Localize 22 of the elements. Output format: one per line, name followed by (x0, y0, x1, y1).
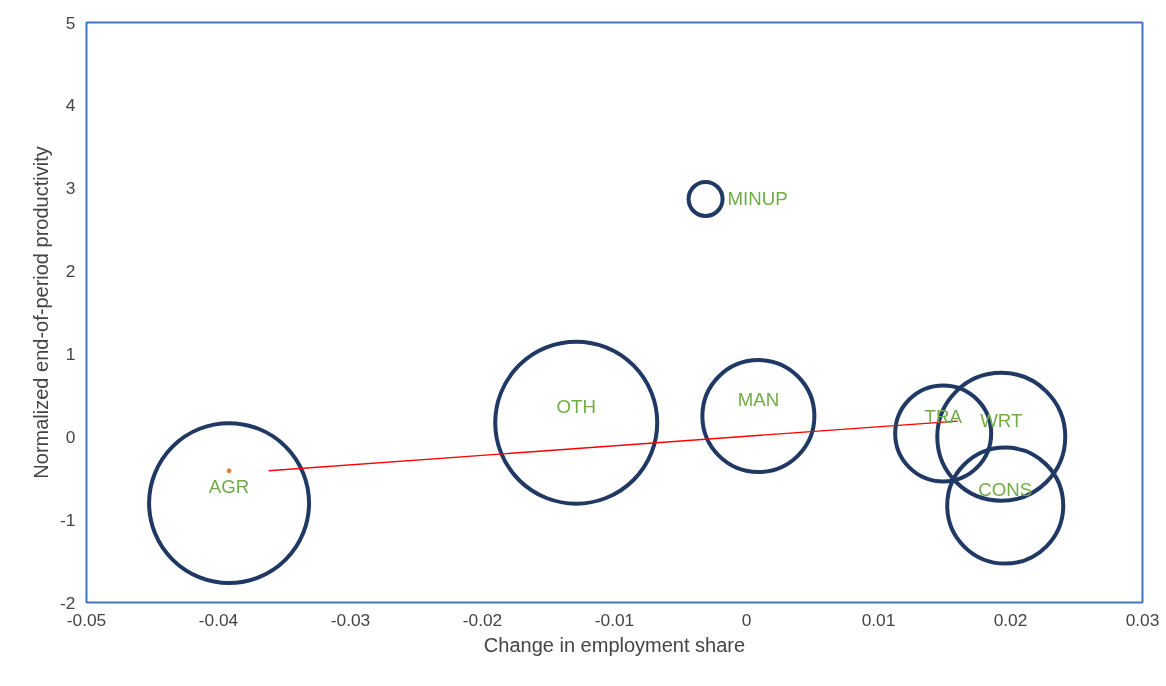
annotation: MAN (737, 389, 780, 411)
x-tick-label: 0.03 (1125, 609, 1160, 630)
x-axis-title: Change in employment share (483, 633, 746, 656)
y-tick-label: -1 (60, 509, 76, 530)
x-tick-label: -0.03 (330, 609, 371, 630)
y-tick-label: 1 (65, 343, 76, 364)
y-tick-label: 0 (65, 426, 76, 447)
x-tick-label: -0.01 (594, 609, 635, 630)
annotation: AGR (208, 476, 250, 498)
x-tick-label: 0.02 (993, 609, 1028, 630)
y-tick-label: 4 (65, 95, 76, 116)
y-tick-label: 5 (65, 12, 76, 33)
x-tick-label: 0.01 (861, 609, 896, 630)
x-tick-label: -0.04 (198, 609, 239, 630)
annotation: CONS (978, 478, 1033, 500)
x-tick-label: -0.02 (462, 609, 503, 630)
y-tick-label: 2 (65, 261, 76, 282)
y-tick-label: 3 (65, 178, 76, 199)
annotation: OTH (556, 395, 596, 417)
x-tick-label: 0 (741, 609, 752, 630)
annotation: MINUP (727, 188, 788, 210)
y-axis-title: Normalized end-of-period productivity (30, 146, 53, 479)
